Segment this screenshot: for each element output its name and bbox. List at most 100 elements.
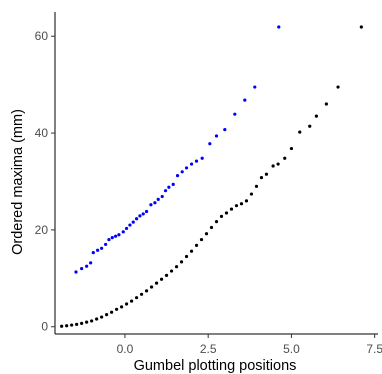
series-2-point <box>194 243 199 247</box>
series-1-point <box>149 203 153 207</box>
series-1-point <box>208 142 212 146</box>
series-2-point <box>308 124 312 128</box>
series-2-point <box>204 232 209 236</box>
series-2-point <box>95 317 99 321</box>
series-1-point <box>233 112 237 116</box>
series-1-point <box>200 156 204 160</box>
series-2-point <box>169 269 174 273</box>
x-tick-label: 0.0 <box>117 342 134 356</box>
series-1-point <box>89 261 93 265</box>
series-2-point <box>298 130 302 134</box>
series-1-point <box>189 162 194 166</box>
series-2-point <box>229 207 234 211</box>
series-1-point <box>85 264 89 268</box>
series-2-point <box>314 114 318 118</box>
series-2-point <box>271 164 275 168</box>
x-tick-label: 7.5 <box>366 342 382 356</box>
y-ticks: 0 20 40 60 <box>35 29 55 334</box>
series-2-point <box>264 172 269 176</box>
series-1-point <box>138 214 142 218</box>
y-tick-label: 0 <box>41 320 48 334</box>
series-1-point <box>131 220 135 224</box>
series-2-point <box>336 85 340 89</box>
series-1-point <box>107 237 111 242</box>
x-axis-title: Gumbel plotting positions <box>134 358 297 374</box>
series-2-point <box>60 324 64 328</box>
series-2-point <box>189 249 194 253</box>
series-1-point <box>171 182 175 186</box>
y-tick-label: 60 <box>35 29 49 43</box>
series-1-point <box>144 209 149 214</box>
series-2-point <box>184 254 189 259</box>
series-1-point <box>141 212 145 216</box>
series-2-point <box>174 265 179 269</box>
series-2-point <box>110 310 114 314</box>
series-1-point <box>163 189 168 193</box>
series-1-point <box>110 236 114 240</box>
series-1-point <box>91 251 95 255</box>
series-2-point <box>224 211 229 215</box>
series-1-point <box>153 201 157 205</box>
series-2-point <box>234 204 239 208</box>
series-2-point <box>179 260 184 264</box>
series-2-point <box>75 322 79 326</box>
series-2-point <box>276 162 280 166</box>
series-2-point <box>283 156 287 160</box>
series-1-point <box>243 98 247 102</box>
series-1-point <box>80 267 84 271</box>
series-2-point <box>254 184 259 188</box>
series-1-point <box>74 270 78 274</box>
series-1-point <box>253 85 257 89</box>
series-1-point <box>194 159 199 163</box>
series-2-point <box>324 102 328 106</box>
series-1-point <box>175 174 180 178</box>
series-2-point <box>154 281 159 285</box>
series-1-point <box>184 166 189 170</box>
y-tick-label: 20 <box>35 223 49 237</box>
series-2-point <box>149 285 154 289</box>
series-2-point <box>115 307 119 311</box>
y-axis-title: Ordered maxima (mm) <box>10 109 26 255</box>
series-2-point <box>80 321 84 325</box>
series-1-point <box>114 234 118 238</box>
series-1-point <box>180 170 184 174</box>
series-1-point <box>160 194 164 199</box>
series-1-point <box>277 25 281 29</box>
series-2-point <box>65 324 69 328</box>
axes-layer <box>54 12 378 335</box>
series-1-point <box>134 217 139 221</box>
series-2-point <box>249 192 254 196</box>
series-2-point <box>70 323 74 327</box>
series-1-point <box>117 233 121 237</box>
series-2-point <box>139 292 144 296</box>
series-2-point <box>214 220 219 224</box>
series-2-point <box>105 313 109 317</box>
series-2-point <box>259 176 264 180</box>
series-2-point <box>239 202 244 206</box>
series-1-point <box>96 248 100 252</box>
series-2-point <box>120 305 124 309</box>
series-2-point <box>199 237 204 242</box>
series-1-point <box>214 134 219 138</box>
points-layer <box>60 25 363 328</box>
series-2-point <box>129 299 134 303</box>
series-2-point <box>159 277 164 281</box>
series-2-point <box>289 146 294 151</box>
x-ticks: 0.0 2.5 5.0 7.5 <box>117 334 382 356</box>
series-1-point <box>223 128 227 132</box>
series-2-point <box>244 199 249 203</box>
series-2-point <box>124 302 129 306</box>
series-2-point <box>164 273 169 278</box>
series-1-point <box>104 242 108 247</box>
series-2-point <box>144 289 149 293</box>
series-1-point <box>100 246 104 250</box>
series-2-point <box>359 25 363 29</box>
x-tick-label: 2.5 <box>200 342 217 356</box>
series-1-point <box>156 197 160 201</box>
series-1-point <box>128 223 132 227</box>
series-1-point <box>167 185 171 189</box>
series-2-point <box>90 319 94 323</box>
series-2-point <box>85 320 89 324</box>
